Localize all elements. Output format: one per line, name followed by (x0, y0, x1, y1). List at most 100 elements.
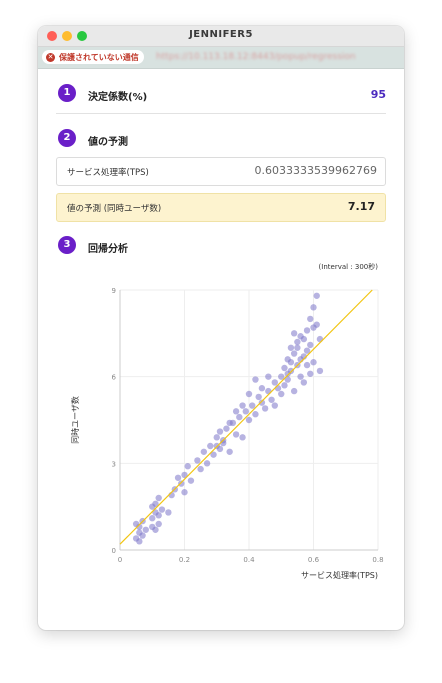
data-point (313, 292, 320, 299)
section-divider (56, 113, 386, 114)
data-point (290, 350, 298, 357)
data-point (316, 367, 324, 375)
title-bar: JENNIFER5 (38, 26, 404, 47)
zoom-window-button[interactable] (77, 31, 87, 41)
data-point (216, 428, 224, 435)
data-point (300, 379, 308, 386)
regression-scatter-chart: 0 0.2 0.4 0.6 0.8 0 3 6 9 サービス処理率(TPS) 同時ユーザ数 (70, 287, 384, 580)
insecure-connection-badge[interactable]: ✕ 保護されていない通信 (42, 50, 144, 64)
data-point (203, 460, 211, 467)
x-tick-label: 0.4 (243, 556, 255, 564)
data-point (139, 532, 146, 539)
data-point (165, 509, 172, 516)
tps-input-value[interactable]: 0.6033333539962769 (254, 164, 377, 177)
data-point (303, 327, 311, 334)
prediction-result: 値の予測 (同時ユーザ数) 7.17 (56, 193, 386, 222)
data-point (316, 335, 324, 343)
data-point (307, 341, 314, 349)
prediction-result-value: 7.17 (347, 200, 375, 213)
data-point (281, 364, 288, 372)
data-point (155, 512, 162, 519)
data-point (223, 425, 230, 432)
data-point (258, 385, 266, 392)
data-point (178, 480, 185, 487)
interval-label: (Interval : 300秒) (318, 263, 378, 271)
address-bar[interactable]: ✕ 保護されていない通信 https://10.113.18.12:8443/p… (38, 47, 404, 69)
data-point (278, 373, 285, 380)
url-text[interactable]: https://10.113.18.12:8443/popup/regressi… (156, 52, 356, 62)
data-point (149, 515, 156, 522)
data-point (213, 434, 220, 441)
y-tick-label: 9 (112, 287, 116, 295)
data-point (226, 448, 233, 455)
data-point (239, 434, 246, 441)
data-point (310, 359, 317, 366)
data-point (261, 405, 269, 412)
data-point (245, 390, 253, 398)
data-point (155, 520, 162, 528)
prediction-title: 値の予測 (88, 137, 128, 148)
data-point (210, 451, 217, 458)
data-point (226, 419, 233, 427)
data-point (265, 373, 272, 380)
data-point (284, 370, 291, 377)
data-point (232, 431, 240, 438)
minimize-window-button[interactable] (62, 31, 72, 41)
data-point (307, 315, 314, 323)
insecure-label: 保護されていない通信 (59, 52, 139, 62)
data-point (265, 387, 272, 395)
data-point (274, 385, 282, 392)
data-point (310, 304, 317, 311)
data-point (155, 494, 162, 502)
data-point (181, 489, 188, 496)
data-point (174, 474, 182, 481)
popup-window: JENNIFER5 ✕ 保護されていない通信 https://10.113.18… (38, 26, 404, 630)
data-point (300, 335, 308, 343)
data-point (252, 376, 259, 383)
close-window-button[interactable] (47, 31, 57, 41)
tps-input-field[interactable]: サービス処理率(TPS) 0.6033333539962769 (56, 157, 386, 186)
x-tick-label: 0.6 (308, 556, 320, 564)
data-point (194, 457, 201, 464)
data-point (236, 413, 243, 421)
data-point (303, 361, 311, 369)
regression-line (119, 289, 373, 545)
prediction-result-label: 値の予測 (同時ユーザ数) (67, 204, 162, 214)
data-point (184, 463, 191, 470)
data-point (271, 402, 278, 409)
data-point (200, 448, 208, 455)
data-point (152, 526, 159, 533)
y-tick-label: 6 (112, 374, 117, 382)
data-point (271, 379, 278, 386)
y-tick-label: 3 (112, 460, 116, 468)
data-point (142, 526, 149, 533)
y-axis-label: 同時ユーザ数 (70, 396, 80, 444)
data-point (242, 408, 249, 415)
data-point (294, 338, 301, 346)
data-point (294, 344, 301, 351)
data-point (290, 387, 298, 395)
data-point (287, 344, 295, 351)
data-point (287, 359, 295, 366)
tps-input-label: サービス処理率(TPS) (67, 168, 149, 178)
data-point (232, 408, 240, 415)
data-point (197, 465, 204, 473)
data-point (136, 538, 143, 545)
r2-title: 決定係数(%) (88, 92, 148, 103)
regression-title: 回帰分析 (88, 244, 128, 255)
data-point (297, 373, 304, 380)
data-point (187, 477, 195, 484)
data-point (249, 402, 256, 409)
warning-x-icon: ✕ (46, 52, 55, 62)
data-point (310, 324, 317, 331)
x-tick-label: 0.8 (372, 556, 383, 564)
window-title: JENNIFER5 (189, 29, 253, 40)
x-tick-label: 0.2 (179, 556, 190, 564)
data-point (258, 399, 266, 406)
data-point (181, 471, 188, 479)
data-point (281, 382, 288, 389)
data-point (307, 370, 314, 377)
data-point (284, 376, 291, 383)
section-number-badge: 3 (58, 236, 76, 254)
data-point (303, 347, 311, 354)
